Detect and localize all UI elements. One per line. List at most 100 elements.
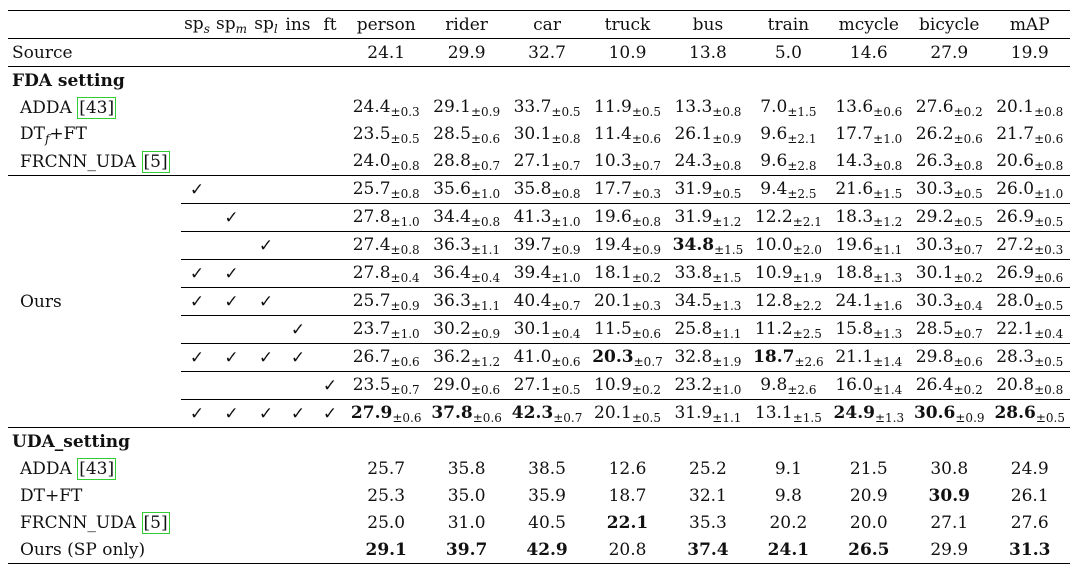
value-cell: 24.0±0.8 bbox=[346, 148, 426, 176]
citation-link[interactable]: [43] bbox=[77, 457, 117, 480]
mean-value: 20.6 bbox=[996, 150, 1035, 171]
method-name: DT+FT bbox=[8, 482, 181, 509]
value-cell: 32.7 bbox=[506, 38, 588, 67]
std-value: ±2.2 bbox=[792, 298, 822, 313]
std-value: ±1.0 bbox=[390, 214, 420, 229]
class-header-5: train bbox=[748, 10, 829, 39]
mean-value: 24.0 bbox=[352, 150, 391, 171]
mean-value: 23.7 bbox=[352, 318, 391, 339]
std-value: ±2.1 bbox=[787, 131, 817, 146]
mean-value: 23.5 bbox=[352, 374, 391, 395]
class-header-6: mcycle bbox=[828, 10, 910, 39]
std-value: ±1.3 bbox=[873, 270, 903, 285]
flag-header-sub: s bbox=[203, 21, 210, 36]
std-value: ±0.8 bbox=[551, 186, 581, 201]
value-cell: 26.0±1.0 bbox=[989, 175, 1070, 204]
mean-value: 11.4 bbox=[594, 123, 632, 144]
std-value: ±1.6 bbox=[873, 298, 903, 313]
flag-cell: ✓ bbox=[249, 231, 282, 260]
table-body: Source 24.1 29.9 32.7 10.9 13.8 5.0 14.6 27.9 19.… bbox=[8, 38, 1070, 564]
mean-value: 27.1 bbox=[513, 150, 552, 171]
flag-cell bbox=[314, 455, 346, 482]
std-value: ±0.5 bbox=[953, 186, 983, 201]
mean-value: 28.3 bbox=[996, 346, 1035, 367]
value-cell: 20.2 bbox=[748, 509, 828, 536]
value-cell: 36.3±1.1 bbox=[426, 287, 507, 316]
std-value: ±1.1 bbox=[712, 410, 742, 425]
value-cell: 13.3±0.8 bbox=[668, 94, 748, 121]
mean-value: 34.5 bbox=[674, 290, 713, 311]
value-cell: 27.1±0.7 bbox=[507, 148, 587, 176]
mean-value: 9.6 bbox=[760, 123, 788, 144]
std-value: ±1.0 bbox=[1034, 186, 1064, 201]
table-row: ADDA [43] 24.4±0.3 29.1±0.9 33.7±0.5 11.9±0.… bbox=[8, 94, 1070, 121]
value-cell: 36.4±0.4 bbox=[426, 259, 507, 288]
std-value: ±1.3 bbox=[712, 298, 742, 313]
mean-value: 30.2 bbox=[433, 318, 471, 339]
mean-value: 27.8 bbox=[352, 262, 391, 283]
citation-link[interactable]: [5] bbox=[141, 511, 170, 534]
value-cell: 29.2±0.5 bbox=[909, 203, 990, 232]
value-cell: 5.0 bbox=[748, 38, 829, 67]
std-value: ±0.6 bbox=[631, 131, 661, 146]
mean-value: 19.6 bbox=[594, 206, 632, 227]
std-value: ±0.5 bbox=[631, 104, 661, 119]
flag-cell bbox=[313, 259, 346, 288]
method-name-text: Ours (SP only) bbox=[20, 539, 146, 560]
method-name-suffix: +FT bbox=[49, 123, 87, 144]
std-value: ±0.8 bbox=[712, 158, 742, 173]
std-value: ±0.8 bbox=[390, 242, 420, 257]
citation-link[interactable]: [5] bbox=[141, 150, 170, 173]
mean-value: 24.4 bbox=[352, 96, 391, 117]
mean-value: 25.2 bbox=[689, 458, 727, 479]
value-cell: 35.6±1.0 bbox=[426, 175, 507, 204]
value-cell: 30.1±0.8 bbox=[507, 121, 587, 148]
results-table-container: sps spm spl ins ft person rider car truck bus trai… bbox=[8, 10, 1070, 564]
std-value: ±0.9 bbox=[470, 326, 501, 341]
method-name-text: FRCNN_UDA bbox=[20, 512, 142, 533]
mean-value: 31.0 bbox=[447, 512, 486, 533]
std-value: ±0.7 bbox=[551, 298, 581, 313]
value-cell: 20.1±0.5 bbox=[587, 399, 668, 428]
flag-cell bbox=[313, 203, 346, 232]
mean-value: 29.2 bbox=[915, 206, 954, 227]
mean-value: 34.8 bbox=[672, 234, 715, 255]
mean-value: 30.1 bbox=[915, 262, 954, 283]
value-cell: 23.5±0.7 bbox=[345, 371, 427, 400]
flag-cell bbox=[212, 371, 250, 400]
flag-cell bbox=[281, 175, 314, 204]
value-cell: 38.5 bbox=[507, 455, 587, 482]
mean-value: 42.9 bbox=[526, 539, 568, 560]
value-cell: 17.7±0.3 bbox=[587, 175, 668, 204]
std-value: ±0.5 bbox=[631, 410, 661, 425]
std-value: ±0.5 bbox=[551, 382, 581, 397]
flag-cell bbox=[281, 287, 314, 316]
flag-cell bbox=[180, 38, 213, 67]
flag-header-4: ft bbox=[313, 10, 346, 39]
method-name: ADDA [43] bbox=[8, 455, 181, 482]
value-cell: 17.7±1.0 bbox=[829, 121, 909, 148]
ours-label: Ours bbox=[8, 175, 181, 428]
citation-link[interactable]: [43] bbox=[77, 96, 117, 119]
value-cell: 34.8±1.5 bbox=[667, 231, 749, 260]
mean-value: 21.5 bbox=[849, 458, 888, 479]
value-cell: 27.6±0.2 bbox=[909, 94, 989, 121]
std-value: ±1.1 bbox=[873, 242, 903, 257]
checkmark-icon: ✓ bbox=[258, 347, 274, 368]
flag-header-base: ins bbox=[285, 14, 311, 35]
value-cell: 29.0±0.6 bbox=[426, 371, 507, 400]
value-cell: 27.4±0.8 bbox=[345, 231, 427, 260]
value-cell: 14.3±0.8 bbox=[829, 148, 909, 176]
value-cell: 11.2±2.5 bbox=[748, 315, 829, 344]
checkmark-icon: ✓ bbox=[224, 403, 239, 424]
flag-header-base: ft bbox=[323, 14, 337, 35]
std-value: ±0.6 bbox=[470, 131, 501, 146]
std-value: ±1.5 bbox=[714, 242, 744, 257]
mean-value: 30.1 bbox=[513, 318, 552, 339]
flag-cell bbox=[249, 315, 282, 344]
table-row: ✓ 23.7±1.0 30.2±0.9 30.1±0.4 11.5±0.6 25.8±1.… bbox=[8, 315, 1070, 344]
std-value: ±1.4 bbox=[873, 354, 903, 369]
std-value: ±2.5 bbox=[787, 186, 817, 201]
flag-cell bbox=[282, 94, 314, 121]
mean-value: 15.8 bbox=[835, 318, 874, 339]
